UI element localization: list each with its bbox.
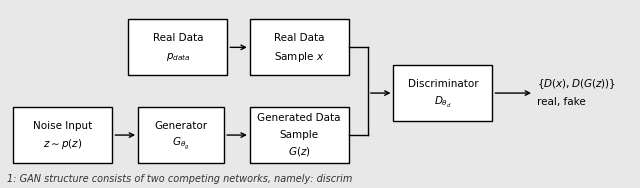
Text: 1: GAN structure consists of two competing networks, namely: discrim: 1: GAN structure consists of two competi…: [7, 174, 353, 183]
Text: $\{D(x), D(G(z))\}$: $\{D(x), D(G(z))\}$: [537, 77, 616, 91]
FancyBboxPatch shape: [138, 107, 224, 163]
FancyBboxPatch shape: [13, 107, 113, 163]
Text: Generated Data: Generated Data: [257, 113, 341, 123]
Text: Real Data: Real Data: [153, 33, 203, 43]
FancyBboxPatch shape: [129, 19, 227, 75]
Text: Sample: Sample: [280, 130, 319, 140]
Text: Generator: Generator: [154, 121, 207, 131]
Text: Discriminator: Discriminator: [408, 79, 478, 89]
Text: $p_{data}$: $p_{data}$: [166, 51, 190, 63]
Text: $G_{\theta_g}$: $G_{\theta_g}$: [172, 136, 190, 152]
FancyBboxPatch shape: [250, 19, 349, 75]
Text: Noise Input: Noise Input: [33, 121, 93, 131]
Text: $G(z)$: $G(z)$: [288, 145, 310, 158]
FancyBboxPatch shape: [250, 107, 349, 163]
FancyBboxPatch shape: [394, 65, 492, 121]
Text: Real Data: Real Data: [274, 33, 324, 43]
Text: real, fake: real, fake: [537, 97, 586, 107]
Text: $D_{\theta_d}$: $D_{\theta_d}$: [434, 95, 452, 110]
Text: $z\sim p(z)$: $z\sim p(z)$: [44, 137, 83, 151]
Text: Sample $x$: Sample $x$: [274, 50, 324, 64]
